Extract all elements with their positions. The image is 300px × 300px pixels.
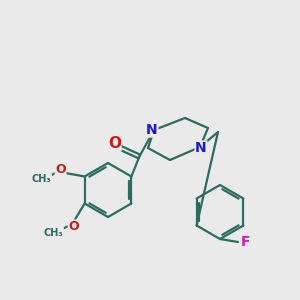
- Text: O: O: [68, 220, 79, 233]
- Text: O: O: [55, 163, 66, 176]
- Text: F: F: [240, 235, 250, 249]
- Text: CH₃: CH₃: [32, 175, 51, 184]
- Text: O: O: [108, 136, 121, 151]
- Text: N: N: [146, 123, 158, 137]
- Text: N: N: [195, 141, 207, 155]
- Text: CH₃: CH₃: [44, 227, 63, 238]
